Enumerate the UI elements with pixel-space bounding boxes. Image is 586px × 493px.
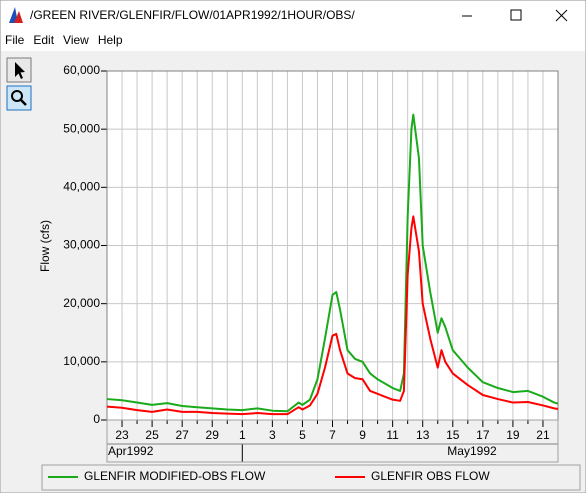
legend-box <box>41 464 581 491</box>
x-tick-label: 9 <box>359 428 366 442</box>
window-title: /GREEN RIVER/GLENFIR/FLOW/01APR1992/1HOU… <box>30 8 355 22</box>
menu-item[interactable]: Edit <box>33 33 54 47</box>
menu-bar <box>1 31 585 51</box>
x-tick-label: 7 <box>329 428 336 442</box>
y-tick-label: 0 <box>93 412 100 426</box>
x-tick-label: 21 <box>536 428 550 442</box>
close-button[interactable] <box>555 9 568 22</box>
menu-item[interactable]: View <box>63 33 89 47</box>
x-tick-label: 3 <box>269 428 276 442</box>
menu-item[interactable]: Help <box>98 33 123 47</box>
x-tick-label: 19 <box>506 428 520 442</box>
pointer-icon <box>15 62 25 79</box>
x-tick-label: 11 <box>386 428 399 442</box>
app-icon <box>9 7 23 23</box>
x-tick-label: 23 <box>115 428 129 442</box>
x-tick-label: 25 <box>145 428 159 442</box>
x-tick-label: 15 <box>446 428 460 442</box>
legend-label: GLENFIR OBS FLOW <box>371 469 490 483</box>
y-tick-label: 30,000 <box>63 238 100 252</box>
x-group-label: May1992 <box>447 444 497 458</box>
menu: File Edit View Help <box>5 33 123 47</box>
series-line <box>106 113 559 413</box>
zoom-tool[interactable] <box>6 85 32 111</box>
x-tick-label: 1 <box>239 428 246 442</box>
series-line <box>106 215 559 416</box>
y-axis-label: Flow (cfs) <box>38 220 52 272</box>
legend-label: GLENFIR MODIFIED-OBS FLOW <box>84 469 266 483</box>
maximize-button[interactable] <box>510 9 522 21</box>
x-tick-label: 5 <box>299 428 306 442</box>
zoom-icon <box>11 90 27 106</box>
x-tick-label: 13 <box>416 428 430 442</box>
y-tick-label: 40,000 <box>63 180 100 194</box>
y-tick-label: 60,000 <box>63 63 100 77</box>
x-tick-label: 17 <box>476 428 490 442</box>
y-tick-label: 20,000 <box>63 296 100 310</box>
title-bar <box>1 1 585 31</box>
x-axis-frame <box>106 419 559 463</box>
x-group-label: Apr1992 <box>108 444 154 458</box>
x-tick-label: 27 <box>175 428 189 442</box>
y-tick-label: 50,000 <box>63 121 100 135</box>
y-tick-label: 10,000 <box>63 354 100 368</box>
x-tick-label: 29 <box>206 428 220 442</box>
menu-item[interactable]: File <box>5 33 25 47</box>
